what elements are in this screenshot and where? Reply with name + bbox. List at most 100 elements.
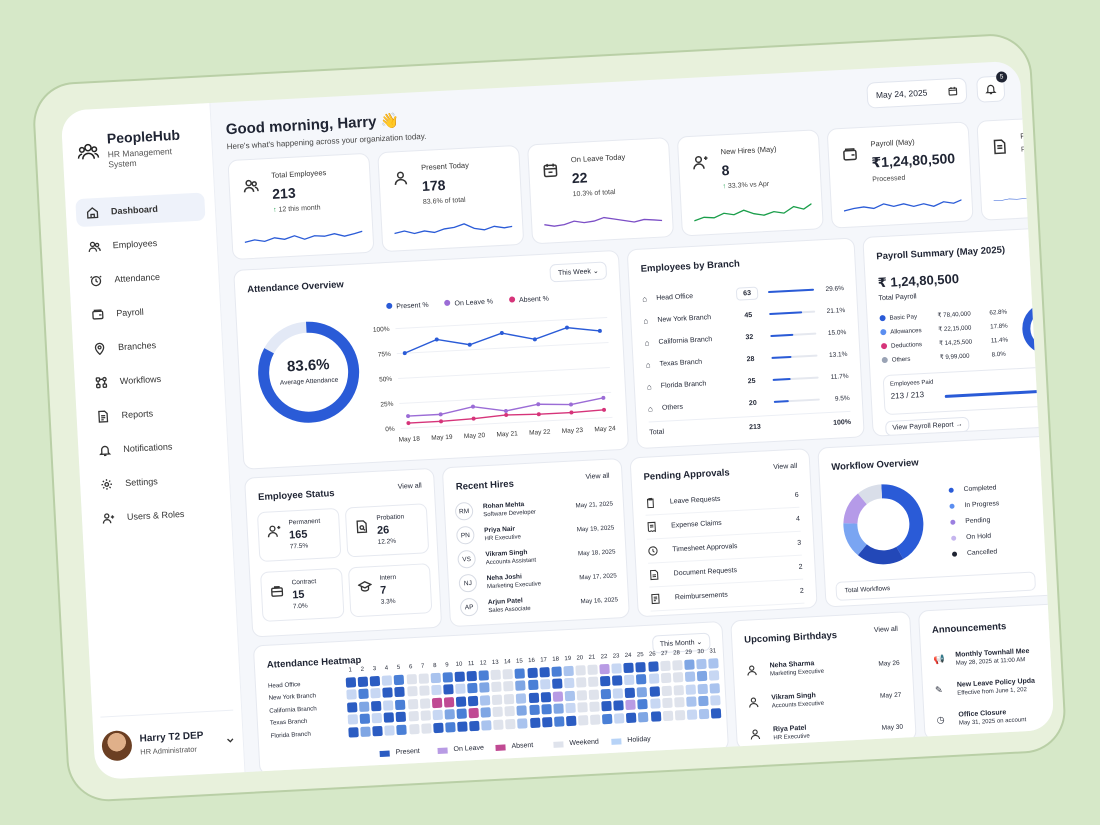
heatmap-cell[interactable] [528,692,539,703]
data-point[interactable] [434,337,439,342]
nav-item-reports[interactable]: Reports [86,396,216,431]
approval-row[interactable]: Reimbursements 2 [649,579,805,612]
stat-card-payroll[interactable]: Payroll (May) ₹1,24,80,500 Processed [826,121,974,229]
heatmap-cell[interactable] [493,719,504,730]
heatmap-cell[interactable] [540,704,552,715]
user-profile[interactable]: Harry T2 DEP HR Administrator [100,709,236,762]
heatmap-cell[interactable] [540,691,551,703]
data-point[interactable] [601,395,606,400]
heatmap-cell[interactable] [563,665,574,677]
heatmap-cell[interactable] [589,714,601,725]
heatmap-cell[interactable] [420,722,432,734]
heatmap-cell[interactable] [636,686,648,698]
heatmap-cell[interactable] [408,711,419,722]
heatmap-cell[interactable] [394,674,405,686]
heatmap-cell[interactable] [504,693,515,705]
heatmap-cell[interactable] [371,700,382,712]
heatmap-cell[interactable] [455,683,466,695]
view-all-link[interactable]: View all [873,625,899,634]
heatmap-cell[interactable] [587,664,598,676]
heatmap-cell[interactable] [564,690,575,702]
heatmap-cell[interactable] [455,696,467,707]
approval-row[interactable]: Timesheet Approvals 3 [646,531,802,564]
heatmap-cell[interactable] [553,715,565,727]
approval-row[interactable]: Document Requests 2 [648,555,804,588]
view-payroll-report-button[interactable]: View Payroll Report → [884,416,970,437]
heatmap-cell[interactable] [515,680,526,692]
heatmap-cell[interactable] [418,685,430,697]
approval-row[interactable]: Leave Requests 6 [644,483,800,516]
heatmap-cell[interactable] [659,660,671,672]
heatmap-cell[interactable] [384,724,396,736]
heatmap-cell[interactable] [577,714,589,726]
heatmap-cell[interactable] [625,699,637,711]
heatmap-cell[interactable] [418,673,429,684]
heatmap-cell[interactable] [601,701,612,712]
heatmap-cell[interactable] [660,673,671,684]
heatmap-cell[interactable] [698,695,709,707]
heatmap-cell[interactable] [479,682,490,694]
heatmap-cell[interactable] [600,676,611,687]
heatmap-cell[interactable] [602,713,613,724]
heatmap-cell[interactable] [359,701,370,712]
heatmap-cell[interactable] [383,700,394,711]
heatmap-cell[interactable] [383,712,395,723]
heatmap-cell[interactable] [395,711,407,723]
heatmap-cell[interactable] [503,681,514,692]
nav-item-settings[interactable]: Settings [89,464,219,499]
heatmap-cell[interactable] [505,718,516,729]
nav-item-branches[interactable]: Branches [82,328,212,363]
data-point[interactable] [470,404,475,409]
data-point[interactable] [597,328,602,333]
heatmap-cell[interactable] [623,662,635,674]
data-point[interactable] [406,414,411,419]
heatmap-cell[interactable] [419,698,430,709]
heatmap-cell[interactable] [406,674,417,685]
data-point[interactable] [439,419,444,424]
heatmap-cell[interactable] [359,713,371,725]
heatmap-cell[interactable] [527,680,539,691]
heatmap-cell[interactable] [382,687,394,699]
approval-row[interactable]: Expense Claims 4 [645,507,801,540]
heatmap-cell[interactable] [467,695,479,707]
birthday-row[interactable]: Vikram Singh Accounts Executive May 27 [747,679,902,719]
heatmap-cell[interactable] [504,706,516,717]
stat-card-new-hires[interactable]: New Hires (May) 8 ↑ 33.3% vs Apr [676,129,824,237]
heatmap-cell[interactable] [565,702,576,714]
heatmap-cell[interactable] [444,709,455,720]
nav-item-workflows[interactable]: Workflows [84,362,214,397]
heatmap-cell[interactable] [407,698,418,710]
heatmap-cell[interactable] [587,676,599,688]
heatmap-cell[interactable] [432,709,443,721]
heatmap-cell[interactable] [576,689,588,701]
heatmap-cell[interactable] [490,669,502,681]
stat-card-present-today[interactable]: Present Today 178 83.6% of total [377,144,525,253]
heatmap-cell[interactable] [541,716,553,728]
nav-item-notifications[interactable]: Notifications [88,430,218,465]
heatmap-cell[interactable] [710,707,722,719]
data-point[interactable] [503,408,508,413]
data-point[interactable] [532,337,537,342]
heatmap-cell[interactable] [480,707,492,718]
heatmap-cell[interactable] [686,708,698,720]
heatmap-cell[interactable] [671,660,683,671]
nav-item-dashboard[interactable]: Dashboard [75,192,206,228]
heatmap-cell[interactable] [516,693,527,704]
heatmap-cell[interactable] [526,667,538,679]
heatmap-cell[interactable] [612,688,624,699]
heatmap-cell[interactable] [613,700,624,711]
heatmap-cell[interactable] [649,686,660,697]
heatmap-cell[interactable] [444,721,456,733]
heatmap-cell[interactable] [575,665,586,676]
heatmap-cell[interactable] [588,689,600,700]
heatmap-cell[interactable] [672,672,684,683]
heatmap-cell[interactable] [661,685,672,696]
heatmap-cell[interactable] [514,668,526,679]
heatmap-cell[interactable] [599,663,610,675]
heatmap-cell[interactable] [528,704,540,716]
heatmap-cell[interactable] [698,708,710,719]
heatmap-cell[interactable] [456,708,467,720]
heatmap-cell[interactable] [635,661,647,673]
heatmap-cell[interactable] [408,723,420,735]
heatmap-cell[interactable] [432,722,444,733]
